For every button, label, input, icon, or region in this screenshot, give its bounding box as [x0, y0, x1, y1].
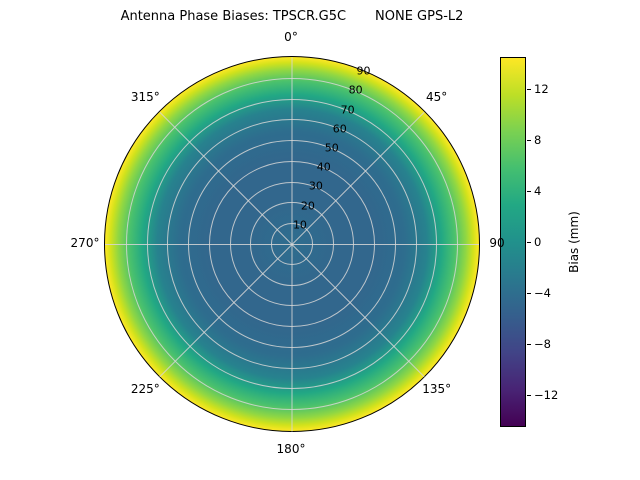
radial-tick-label: 80 [348, 83, 363, 97]
theta-tick-label: 270° [70, 236, 100, 250]
colorbar-tick-label: 0 [534, 235, 542, 249]
radial-tick-label: 60 [332, 122, 347, 136]
radial-tick-label: 90 [356, 64, 371, 78]
grid-spoke [159, 111, 425, 378]
grid-ring [125, 77, 459, 411]
colorbar-tick [527, 293, 531, 295]
colorbar-tick-label: −8 [534, 337, 551, 352]
theta-tick-label: 0° [284, 30, 298, 44]
colorbar-tick [527, 88, 531, 90]
polar-heatmap: 10 20 30 40 50 60 70 80 90 [104, 56, 480, 432]
grid-ring [146, 98, 438, 390]
colorbar-tick-label: 8 [534, 132, 542, 147]
grid-ring [250, 202, 334, 286]
radial-tick-label: 70 [340, 103, 355, 117]
grid-spoke [291, 57, 293, 432]
grid-ring [188, 140, 396, 348]
grid-spoke [159, 111, 425, 378]
radial-tick-label: 40 [316, 160, 331, 174]
colorbar-tick [527, 242, 531, 243]
grid-ring [208, 160, 376, 328]
theta-tick-label: 315° [130, 90, 160, 105]
colorbar-tick-label: 4 [534, 183, 542, 198]
colorbar-tick-label: −4 [534, 286, 551, 301]
chart-title: Antenna Phase Biases: TPSCR.G5C NONE GPS… [120, 9, 464, 24]
grid-ring [229, 181, 355, 307]
colorbar-tick [527, 190, 531, 192]
colorbar-tick [527, 139, 531, 141]
radial-tick-label: 10 [292, 218, 307, 232]
theta-tick-label: 45° [426, 90, 448, 105]
colorbar-tick-label: 12 [534, 81, 549, 96]
radial-tick-label: 50 [324, 141, 339, 155]
grid-ring [271, 223, 313, 265]
theta-tick-label: 135° [422, 381, 452, 396]
colorbar-tick [527, 395, 531, 397]
colorbar-tick-label: −12 [534, 388, 559, 403]
theta-tick-label: 180° [276, 442, 306, 456]
theta-tick-label: 225° [130, 381, 160, 396]
colorbar-tick [527, 344, 531, 346]
radial-tick-label: 30 [308, 179, 323, 193]
grid-ring [167, 119, 417, 369]
colorbar [500, 57, 526, 427]
theta-tick-label: 90 [489, 236, 505, 250]
colorbar-label: Bias (mm) [567, 211, 581, 273]
grid-spoke [105, 244, 479, 245]
radial-tick-label: 20 [300, 199, 315, 213]
